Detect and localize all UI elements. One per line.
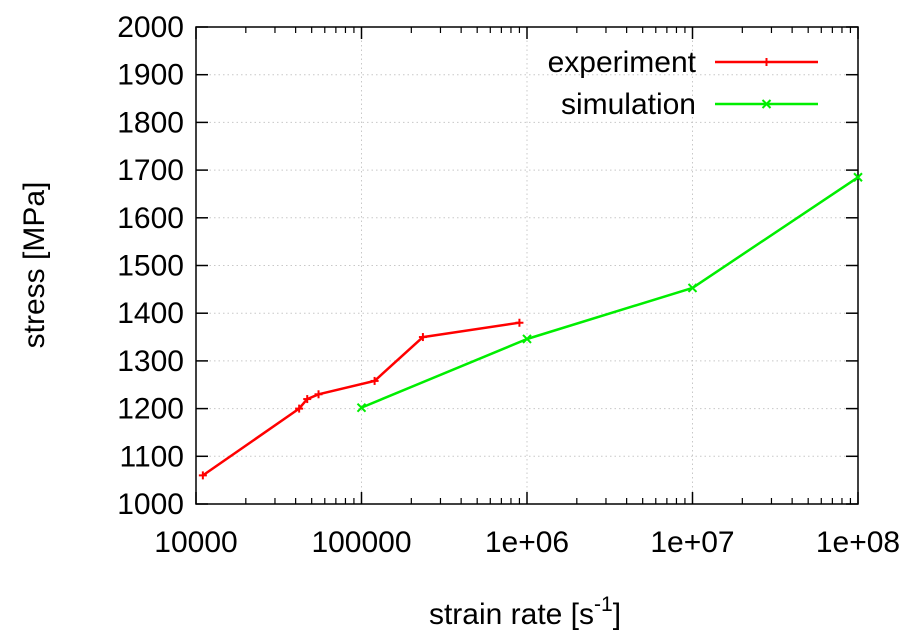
x-tick-label: 10000 [154, 526, 237, 559]
y-axis-title: stress [MPa] [18, 182, 51, 349]
data-point-experiment [515, 318, 524, 327]
legend-marker-simulation [761, 99, 772, 109]
y-tick-label: 1600 [117, 202, 184, 235]
series [198, 172, 863, 480]
x-tick-label: 100000 [311, 526, 411, 559]
y-tick-labels: 1000 1100 1200 1300 1400 1500 1600 1700 1800 1900… [117, 11, 184, 521]
x-tick-labels: 10000 100000 1e+06 1e+07 1e+08 [154, 526, 900, 559]
x-tick-label: 1e+08 [816, 526, 900, 559]
data-point-simulation [853, 172, 863, 182]
plot-area-border [195, 26, 859, 505]
y-tick-label: 1200 [117, 393, 184, 426]
y-tick-label: 1000 [117, 488, 184, 521]
y-tick-label: 1800 [117, 106, 184, 139]
grid [196, 27, 858, 504]
y-tick-label: 1100 [119, 440, 184, 473]
x-axis-title-base: strain rate [s [429, 598, 594, 631]
data-point-experiment [370, 376, 379, 385]
data-point-experiment [198, 471, 207, 480]
series-line-simulation [361, 176, 859, 409]
marker-stroke [761, 99, 772, 109]
legend: experiment simulation [548, 46, 818, 121]
y-tick-label: 1400 [117, 297, 184, 330]
x-tick-label: 1e+07 [650, 526, 734, 559]
y-tick-label: 1500 [117, 250, 184, 283]
data-point-simulation [356, 402, 367, 413]
x-axis-title-superscript: -1 [594, 593, 613, 616]
x-axis-title: strain rate [s-1] [429, 593, 621, 631]
data-point-simulation [522, 334, 532, 344]
data-point-simulation [687, 283, 698, 293]
legend-marker-experiment [762, 58, 771, 66]
legend-label-simulation: simulation [561, 88, 696, 121]
marker-stroke [356, 402, 367, 413]
data-point-experiment [303, 395, 312, 404]
data-point-experiment [418, 333, 427, 342]
y-tick-label: 1700 [117, 154, 184, 187]
legend-label-experiment: experiment [548, 46, 697, 79]
data-point-experiment [314, 390, 323, 399]
y-tick-label: 1300 [117, 345, 184, 378]
y-tick-label: 2000 [117, 11, 184, 44]
y-tick-label: 1900 [117, 59, 184, 92]
marker-stroke [853, 172, 863, 182]
marker-stroke [687, 283, 698, 293]
minor-ticks [245, 27, 852, 504]
data-point-experiment [295, 404, 304, 413]
x-tick-label: 1e+06 [485, 526, 569, 559]
marker-stroke [522, 334, 532, 344]
x-axis-title-tail: ] [613, 598, 621, 631]
